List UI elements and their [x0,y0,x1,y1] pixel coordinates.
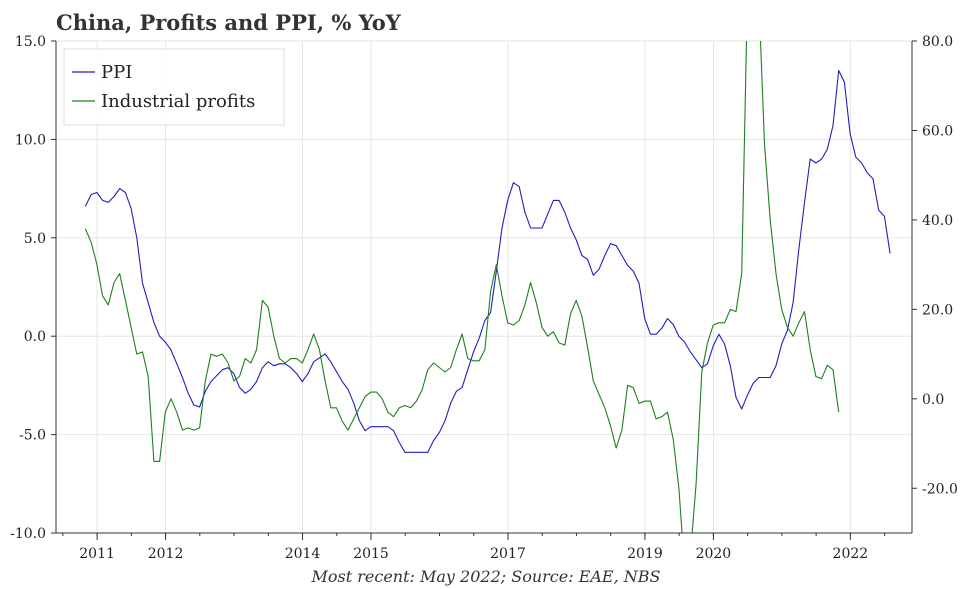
left-tick-label: 0.0 [24,329,46,345]
series-layer [84,41,891,533]
chart-title: China, Profits and PPI, % YoY [56,10,402,35]
x-tick-label: 2015 [353,546,389,562]
x-tick-label: 2020 [696,546,732,562]
left-tick-label: -10.0 [10,526,46,542]
x-tick-label: 2017 [490,546,526,562]
left-tick-label: -5.0 [19,428,46,444]
grid [56,40,912,534]
right-tick-label: 60.0 [922,123,953,139]
x-tick-label: 2014 [285,546,321,562]
legend: PPI Industrial profits [63,48,285,126]
x-tick-label: 2011 [79,546,115,562]
chart-footer: Most recent: May 2022; Source: EAE, NBS [311,567,661,586]
left-tick-label: 10.0 [15,132,46,148]
series-line-ppi [84,69,891,453]
legend-label-industrial-profits: Industrial profits [101,91,255,112]
right-tick-label: -20.0 [922,481,958,497]
legend-box [63,48,285,126]
series-line-industrial-profits [84,41,840,533]
left-tick-label: 5.0 [24,231,46,247]
left-tick-label: 15.0 [15,34,46,50]
right-tick-label: 80.0 [922,34,953,50]
x-tick-label: 2022 [833,546,869,562]
right-tick-label: 0.0 [922,392,944,408]
x-tick-label: 2019 [627,546,663,562]
right-tick-label: 40.0 [922,213,953,229]
right-tick-label: 20.0 [922,302,953,318]
legend-label-ppi: PPI [101,62,132,83]
axes: -10.0 -5.0 0.0 5.0 10.0 15.0 -20.0 0.0 20.0 40.0 6… [10,34,958,562]
x-tick-label: 2012 [148,546,184,562]
